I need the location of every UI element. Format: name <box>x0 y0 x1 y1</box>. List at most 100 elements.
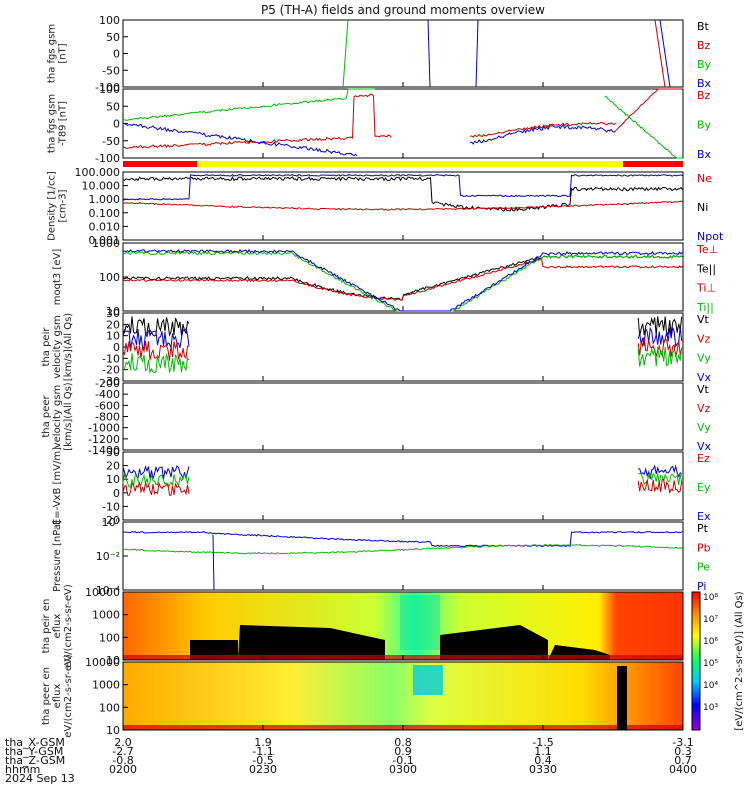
panel-fgs-gsm: 100 50 0 -50 -100 tha fgs gsm [nT] Bt Bz By Bx <box>47 14 712 94</box>
orbit-value: -1.5 <box>532 736 553 749</box>
1-bx2-trace <box>469 124 617 145</box>
fgs-gsm-t89-ytick-label: -50 <box>102 135 120 148</box>
density-ylabel: [cm-3] <box>58 189 69 222</box>
2-ni-trace <box>122 175 683 212</box>
efield-frame <box>122 451 684 521</box>
peer-spectrogram-ylabel: tha peer en <box>41 667 52 725</box>
efield-ytick-label: 0 <box>113 487 120 500</box>
orbit-value: 0.4 <box>534 754 552 767</box>
orbit-value: -2.7 <box>112 745 133 758</box>
7-pi-trace <box>122 530 683 548</box>
efield-ytick-label: 10 <box>106 473 120 486</box>
fgs-gsm-t89-ylabel: tha fgs gsm <box>47 94 58 153</box>
pressure-ylabel: Pressure [nPa] <box>52 520 63 592</box>
peir-velocity-ytick-label: 10 <box>106 330 120 343</box>
temperature-ytick-label: 10 <box>106 305 120 318</box>
6-ebluea-trace <box>122 464 190 481</box>
temperature-legend-Ti||: Ti|| <box>696 301 714 314</box>
density-legend-Ne: Ne <box>697 172 712 185</box>
peer-velocity-legend-Vx: Vx <box>697 440 712 453</box>
pressure-legend-Pi: Pi <box>697 580 706 593</box>
6-egreena-trace <box>122 472 190 488</box>
panel-temperature: 1000 100 10 moqt3 [eV] Te⊥ Te|| Ti⊥ Ti|| <box>52 237 718 318</box>
orbit-value: 0400 <box>669 763 697 776</box>
peer-velocity-legend-Vy: Vy <box>697 421 711 434</box>
orbit-value: 0230 <box>249 763 277 776</box>
peer-velocity-ytick-label: -1000 <box>88 422 120 435</box>
pressure-legend-Pt: Pt <box>697 522 709 535</box>
peir-spectrogram-ylabel: eV/(cm2-s-sr-eV) <box>63 584 74 668</box>
panel-peir-spectrogram: 10000 1000 100 10 tha peir en eflux eV/(cm2-s-… <box>41 584 684 668</box>
panel-pressure: 10⁰ 10⁻² 10⁻⁴ Pressure [nPa] Pt Pb Pe Pi <box>52 516 711 597</box>
efield-legend-Ex: Ex <box>697 510 711 523</box>
1-bz3-trace <box>615 88 682 131</box>
peer-spectrogram-ylabel: eflux <box>52 684 63 709</box>
1-bz2-trace <box>470 121 617 138</box>
peir-velocity-ytick-label: -20 <box>102 364 120 377</box>
4-vreda-trace <box>122 340 190 361</box>
orbit-value: 0330 <box>529 763 557 776</box>
pressure-legend-Pe: Pe <box>697 561 710 574</box>
fgs-gsm-t89-legend-Bz: Bz <box>697 89 711 102</box>
fgs-gsm-ytick-label: -100 <box>95 81 120 94</box>
temperature-ytick-label: 1000 <box>92 237 120 250</box>
efield-ytick-label: -20 <box>102 514 120 527</box>
pressure-dropout <box>212 534 215 591</box>
orbit-label-tha_Y-GSM: tha_Y-GSM <box>5 745 63 758</box>
peir-velocity-legend-Vx: Vx <box>697 371 712 384</box>
colorbar-tick: 10³ <box>703 703 718 713</box>
peir-velocity-ytick-label: 20 <box>106 318 120 331</box>
peer-velocity-legend-Vz: Vz <box>697 402 711 415</box>
orbit-value: 0300 <box>389 763 417 776</box>
peir-spectrogram-ytick-label: 10 <box>106 654 120 667</box>
orbit-value: 1.9 <box>254 736 272 749</box>
peir-velocity-legend-Vy: Vy <box>697 352 711 365</box>
peir-dark-region <box>190 625 610 660</box>
3-te-trace <box>122 254 683 301</box>
2-np-trace <box>122 174 683 201</box>
fgs-gsm-t89-ytick-label: 50 <box>106 100 120 113</box>
orbit-value: 1.1 <box>534 745 552 758</box>
density-ylabel: Density [1/cc] <box>47 171 58 241</box>
colorbar-tick: 10⁶ <box>703 637 718 647</box>
peir-velocity-ylabel: [km/s](All Qs) <box>63 313 74 381</box>
efield-ytick-label: -10 <box>102 500 120 513</box>
pressure-legend-Pb: Pb <box>697 541 711 554</box>
fgs-gsm-ylabel: tha fgs gsm <box>47 24 58 83</box>
peer-spectrogram-ytick-label: 1000 <box>92 679 120 692</box>
efield-ytick-label: 30 <box>106 446 120 459</box>
efield-ytick-label: 20 <box>106 460 120 473</box>
orbit-label-tha_Z-GSM: tha_Z-GSM <box>5 754 65 767</box>
peer-velocity-legend-Vt: Vt <box>697 383 710 396</box>
orbit-value: -3.1 <box>672 736 693 749</box>
6-ereda-trace <box>122 481 190 497</box>
colorbar-tick: 10⁸ <box>703 593 718 603</box>
3-ter-trace <box>122 257 683 302</box>
orbit-value: -0.5 <box>252 754 273 767</box>
4-vbluea-trace <box>122 327 190 350</box>
temperature-legend-Te||: Te|| <box>696 262 716 275</box>
peer-spectrogram-ytick-label: 100 <box>99 701 120 714</box>
peer-velocity-ytick-label: -1400 <box>88 444 120 457</box>
1-bx-trace <box>122 122 358 157</box>
chart-title: P5 (TH-A) fields and ground moments over… <box>261 3 545 17</box>
density-frame <box>122 171 684 241</box>
orbit-value: -0.1 <box>392 754 413 767</box>
4-vgreena-trace <box>122 353 190 374</box>
density-ytick-label: 1.000 <box>89 193 121 206</box>
fgs-gsm-t89-legend-Bx: Bx <box>697 148 712 161</box>
peir-velocity-legend-Vz: Vz <box>697 332 711 345</box>
fgs-gsm-ytick-label: 100 <box>99 14 120 27</box>
efield-ylabel: E=-VxB [mV/m] <box>52 447 63 525</box>
peir-spectrogram-ylabel: tha peir en <box>41 599 52 654</box>
peir-velocity-legend-Vt: Vt <box>697 313 710 326</box>
7-pe-trace <box>122 543 683 555</box>
fgs-gsm-legend-Bx: Bx <box>697 77 712 90</box>
fgs-bz-ramp <box>654 19 666 88</box>
fgs-gsm-ytick-label: 50 <box>106 31 120 44</box>
peer-velocity-frame <box>122 382 684 451</box>
density-legend-Ni: Ni <box>697 201 708 214</box>
density-ytick-label: 0.010 <box>89 220 121 233</box>
